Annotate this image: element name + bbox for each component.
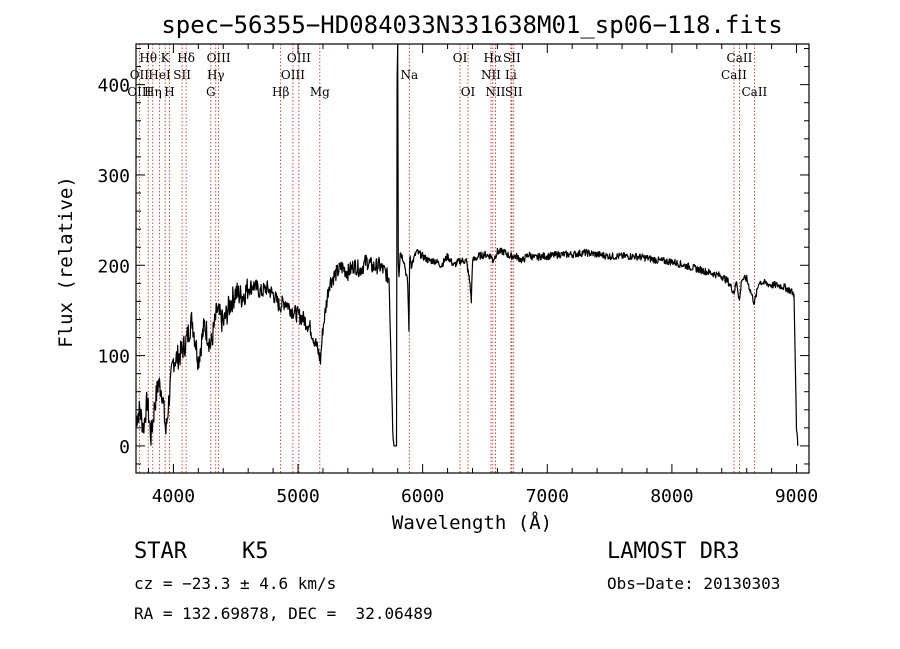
spectral-line-markers	[138, 44, 755, 473]
spectral-line-label: OI	[461, 85, 476, 99]
spectral-line-label: SII	[503, 51, 521, 65]
survey-name: LAMOST DR3	[607, 539, 740, 564]
spectral-line-label: OIII	[207, 51, 231, 65]
spectral-line-label: OIII	[287, 51, 311, 65]
x-axis-ticks: 4000 5000 6000 7000 8000 9000	[147, 44, 818, 507]
spectral-line-label: CaII	[727, 51, 753, 65]
spectral-line-label: NII	[485, 85, 505, 99]
x-tick-label: 5000	[276, 486, 319, 507]
y-axis-label: Flux (relative)	[55, 176, 77, 348]
chart-title: spec−56355−HD084033N331638M01_sp06−118.f…	[161, 11, 782, 39]
spectral-line-label: Hβ	[272, 85, 289, 99]
spectral-line-label: SII	[505, 85, 523, 99]
y-tick-label: 400	[97, 76, 130, 97]
spectral-line-label: G	[206, 85, 216, 99]
y-tick-label: 300	[97, 166, 130, 187]
x-tick-label: 8000	[650, 486, 693, 507]
x-tick-label: 7000	[526, 486, 569, 507]
spectral-line-label: CaII	[741, 85, 767, 99]
spectral-line-label: Li	[505, 68, 517, 82]
spectral-line-label: SII	[173, 68, 191, 82]
object-type: STAR	[134, 539, 187, 564]
spectral-line-label: Na	[400, 68, 418, 82]
x-tick-label: 9000	[775, 486, 818, 507]
spectral-line-label: Hγ	[207, 68, 225, 82]
coordinates: RA = 132.69878, DEC = 32.06489	[134, 604, 433, 623]
spectral-line-label: HeI	[148, 68, 171, 82]
x-tick-label: 6000	[401, 486, 444, 507]
redshift-velocity: cz = −23.3 ± 4.6 km/s	[134, 574, 337, 593]
y-tick-label: 0	[119, 437, 130, 458]
spectral-line-labels: Hθ OII OIII K HeI Hη Hδ SII H OIII Hγ G OIII OIII Hβ Mg…	[127, 51, 767, 99]
y-tick-label: 100	[97, 347, 130, 368]
spectral-line-label: NII	[481, 68, 501, 82]
spectral-line-label: Hα	[484, 51, 503, 65]
spectral-line-label: OII	[130, 68, 150, 82]
spectral-line-label: K	[161, 51, 171, 65]
observation-date: Obs−Date: 20130303	[607, 574, 781, 593]
x-tick-label: 4000	[152, 486, 195, 507]
y-tick-label: 200	[97, 256, 130, 277]
spectral-line-label: H	[164, 85, 174, 99]
spectral-line-label: OIII	[281, 68, 305, 82]
spectral-line-label: OI	[453, 51, 468, 65]
y-axis-ticks: 0 100 200 300 400	[97, 48, 809, 465]
spectral-line-label: Hη	[144, 85, 162, 99]
spectral-subclass: K5	[242, 539, 269, 564]
spectral-line-label: CaII	[721, 68, 747, 82]
spectral-line-label: Hδ	[177, 51, 195, 65]
spectrum-curve	[135, 43, 799, 447]
x-axis-label: Wavelength (Å)	[392, 511, 552, 534]
spectral-line-label: Mg	[310, 85, 330, 99]
spectral-line-label: OIII	[127, 85, 151, 99]
spectral-line-label: Hθ	[139, 51, 157, 65]
